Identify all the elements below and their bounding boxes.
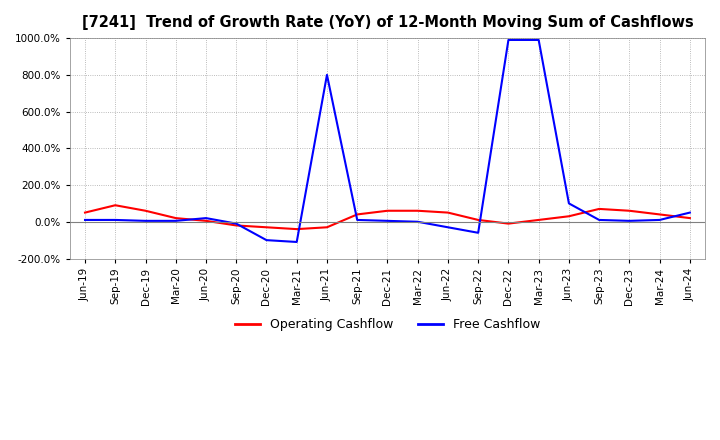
Operating Cashflow: [383, 208, 392, 213]
Line: Free Cashflow: Free Cashflow: [85, 40, 690, 242]
Free Cashflow: [595, 217, 603, 223]
Operating Cashflow: [81, 210, 89, 215]
Free Cashflow: [202, 216, 210, 221]
Operating Cashflow: [625, 208, 634, 213]
Operating Cashflow: [595, 206, 603, 212]
Operating Cashflow: [534, 217, 543, 223]
Free Cashflow: [111, 217, 120, 223]
Operating Cashflow: [353, 212, 361, 217]
Operating Cashflow: [292, 227, 301, 232]
Free Cashflow: [262, 238, 271, 243]
Line: Operating Cashflow: Operating Cashflow: [85, 205, 690, 229]
Free Cashflow: [383, 218, 392, 224]
Operating Cashflow: [655, 212, 664, 217]
Free Cashflow: [685, 210, 694, 215]
Operating Cashflow: [262, 225, 271, 230]
Operating Cashflow: [504, 221, 513, 226]
Free Cashflow: [81, 217, 89, 223]
Title: [7241]  Trend of Growth Rate (YoY) of 12-Month Moving Sum of Cashflows: [7241] Trend of Growth Rate (YoY) of 12-…: [81, 15, 693, 30]
Free Cashflow: [323, 72, 331, 77]
Free Cashflow: [292, 239, 301, 245]
Free Cashflow: [353, 217, 361, 223]
Free Cashflow: [171, 218, 180, 224]
Operating Cashflow: [232, 223, 240, 228]
Free Cashflow: [625, 218, 634, 224]
Free Cashflow: [232, 221, 240, 226]
Free Cashflow: [504, 37, 513, 43]
Operating Cashflow: [141, 208, 150, 213]
Operating Cashflow: [323, 225, 331, 230]
Operating Cashflow: [444, 210, 452, 215]
Free Cashflow: [444, 225, 452, 230]
Free Cashflow: [564, 201, 573, 206]
Operating Cashflow: [111, 202, 120, 208]
Free Cashflow: [534, 37, 543, 43]
Operating Cashflow: [474, 217, 482, 223]
Free Cashflow: [474, 230, 482, 235]
Free Cashflow: [413, 219, 422, 224]
Legend: Operating Cashflow, Free Cashflow: Operating Cashflow, Free Cashflow: [230, 313, 545, 336]
Operating Cashflow: [413, 208, 422, 213]
Operating Cashflow: [171, 216, 180, 221]
Free Cashflow: [141, 218, 150, 224]
Operating Cashflow: [202, 218, 210, 224]
Operating Cashflow: [685, 216, 694, 221]
Free Cashflow: [655, 217, 664, 223]
Operating Cashflow: [564, 214, 573, 219]
